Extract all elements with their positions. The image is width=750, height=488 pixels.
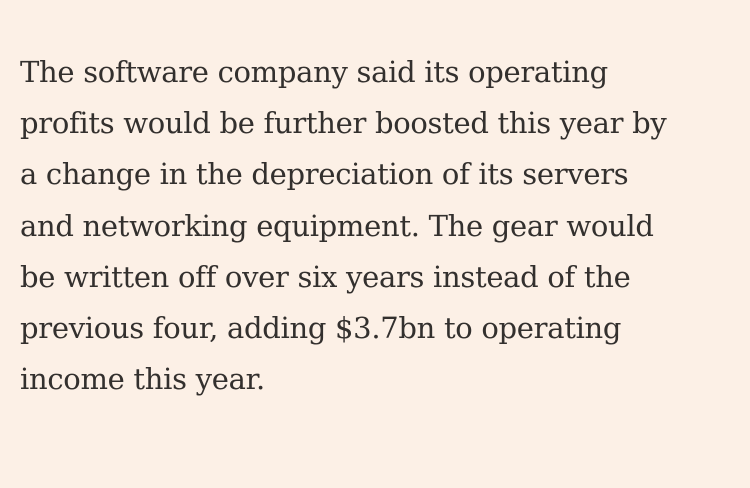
article-paragraph: The software company said its operating … bbox=[20, 47, 740, 405]
paragraph-line-4: and networking equipment. The gear would bbox=[20, 208, 654, 243]
paragraph-line-1: The software company said its operating bbox=[20, 55, 608, 89]
paragraph-line-5: be written off over six years instead of… bbox=[20, 259, 631, 294]
paragraph-line-2: profits would be further boosted this ye… bbox=[20, 106, 667, 141]
paragraph-line-7: income this year. bbox=[20, 362, 265, 397]
paragraph-line-6: previous four, adding $3.7bn to operatin… bbox=[20, 311, 622, 346]
paragraph-line-3: a change in the depreciation of its serv… bbox=[20, 157, 629, 192]
